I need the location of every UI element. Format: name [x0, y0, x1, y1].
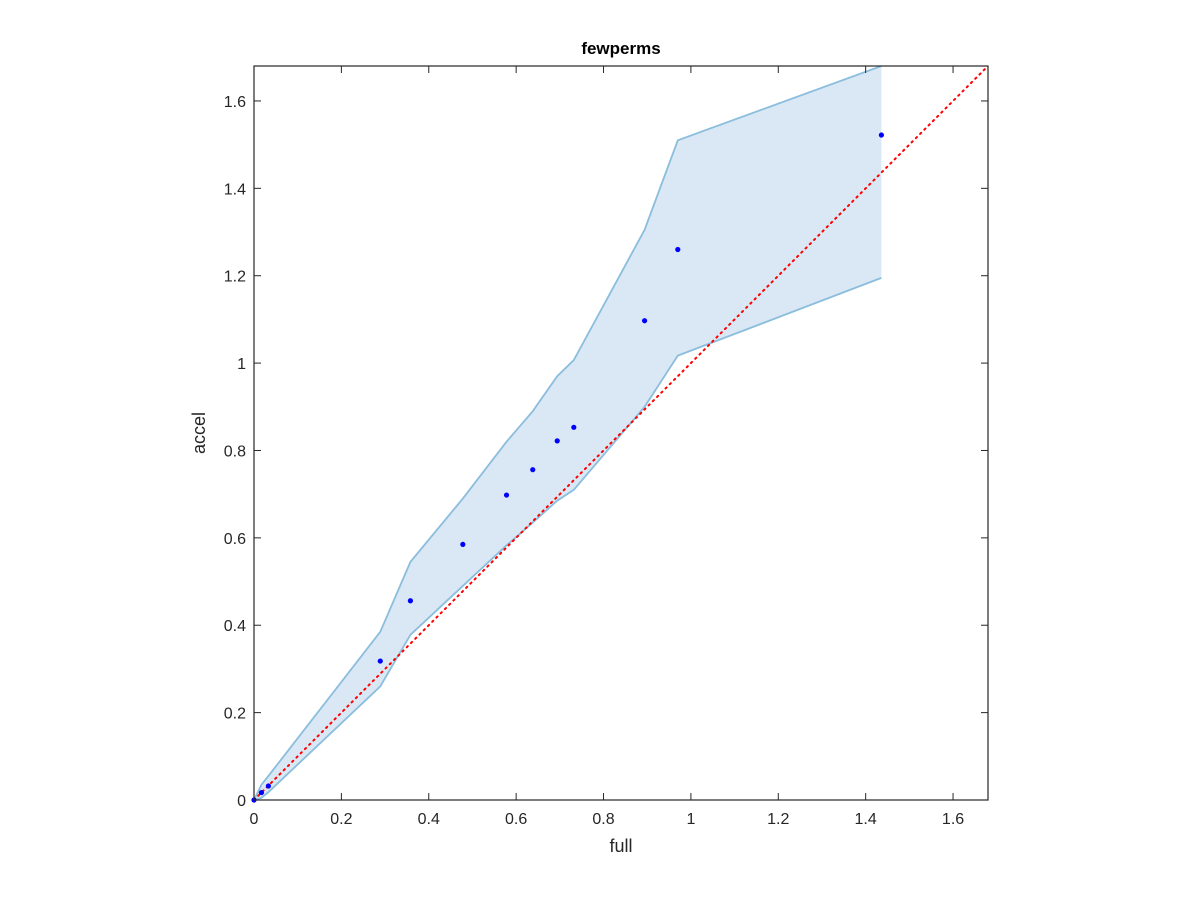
data-point [571, 424, 577, 430]
y-tick-label: 1.4 [224, 181, 246, 198]
y-axis-label: accel [189, 412, 209, 454]
y-tick-label: 0.4 [224, 618, 246, 635]
y-tick-label: 0.6 [224, 531, 246, 548]
data-point [377, 658, 383, 664]
y-tick-label: 0.2 [224, 706, 246, 723]
data-point [675, 246, 681, 253]
x-tick-label: 1.4 [855, 811, 877, 828]
data-point [258, 789, 265, 796]
ticks-layer: 0 0.2 0.4 0.6 0.8 1 1.2 1.4 1.6 0 0.2 0.4 0.6 0.8 1 1.2… [224, 66, 988, 828]
data-point [503, 492, 510, 498]
data-point [265, 783, 272, 789]
data-points-layer [251, 132, 884, 803]
y-tick-label: 1 [237, 356, 246, 373]
data-point [460, 541, 466, 548]
x-tick-label: 1 [686, 811, 695, 828]
data-point [641, 318, 648, 324]
x-tick-label: 0 [250, 811, 259, 828]
y-tick-label: 1.2 [224, 269, 246, 286]
data-point [554, 438, 560, 444]
x-tick-label: 0.8 [592, 811, 614, 828]
band-lower-edge [254, 277, 882, 800]
x-tick-label: 0.4 [418, 811, 440, 828]
x-tick-label: 0.2 [330, 811, 352, 828]
x-axis-label: full [609, 836, 632, 856]
reference-line [254, 66, 988, 800]
band-upper-edge [254, 66, 882, 800]
data-point [407, 598, 414, 604]
y-tick-label: 1.6 [224, 94, 246, 111]
y-tick-label: 0.8 [224, 443, 246, 460]
confidence-band-layer [254, 66, 882, 800]
axes-box [253, 65, 989, 801]
data-point [530, 467, 536, 473]
x-tick-label: 0.6 [505, 811, 527, 828]
reference-line-layer [254, 66, 988, 800]
confidence-band [254, 66, 882, 800]
axes [253, 65, 989, 801]
x-tick-label: 1.2 [767, 811, 789, 828]
chart-title: fewperms [581, 39, 660, 58]
data-point [878, 132, 884, 138]
x-tick-label: 1.6 [942, 811, 964, 828]
y-tick-label: 0 [237, 793, 246, 810]
